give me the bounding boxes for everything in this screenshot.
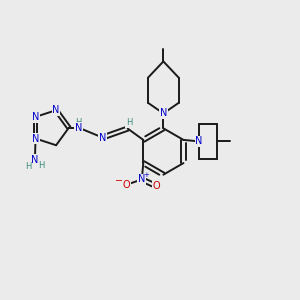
Text: N: N bbox=[138, 174, 146, 184]
Text: N: N bbox=[32, 112, 39, 122]
Text: N: N bbox=[52, 105, 60, 115]
Text: +: + bbox=[143, 172, 149, 178]
Text: O: O bbox=[122, 180, 130, 190]
Text: N: N bbox=[160, 108, 167, 118]
Text: H: H bbox=[126, 118, 132, 127]
Text: O: O bbox=[152, 181, 160, 191]
Text: N: N bbox=[75, 123, 82, 133]
Text: H: H bbox=[25, 162, 32, 171]
Text: N: N bbox=[195, 136, 203, 146]
Text: N: N bbox=[99, 133, 106, 142]
Text: H: H bbox=[76, 118, 82, 127]
Text: H: H bbox=[38, 161, 45, 170]
Text: N: N bbox=[32, 134, 39, 143]
Text: N: N bbox=[31, 155, 39, 165]
Text: −: − bbox=[115, 176, 123, 186]
